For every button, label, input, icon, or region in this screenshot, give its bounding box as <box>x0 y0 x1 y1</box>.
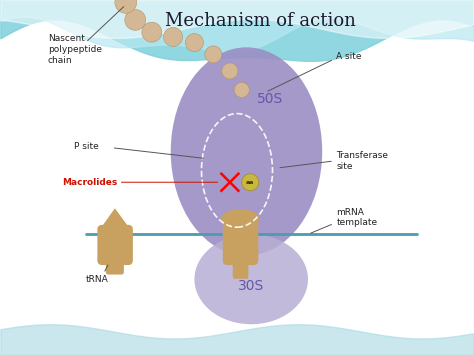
Polygon shape <box>100 208 130 230</box>
Circle shape <box>142 22 162 42</box>
Text: aa: aa <box>246 180 255 185</box>
Ellipse shape <box>171 47 322 256</box>
Text: tRNA: tRNA <box>86 275 109 284</box>
Circle shape <box>185 34 203 51</box>
Ellipse shape <box>221 209 259 228</box>
FancyBboxPatch shape <box>223 215 258 265</box>
Circle shape <box>234 82 249 98</box>
Text: Mechanism of action: Mechanism of action <box>165 12 356 30</box>
Text: mRNA
template: mRNA template <box>337 208 377 228</box>
Circle shape <box>115 0 137 13</box>
Text: Nascent
polypeptide
chain: Nascent polypeptide chain <box>48 34 101 65</box>
Circle shape <box>125 10 146 30</box>
Circle shape <box>205 46 222 63</box>
Circle shape <box>164 27 182 47</box>
FancyBboxPatch shape <box>97 225 133 265</box>
Text: 50S: 50S <box>257 92 283 106</box>
Text: P site: P site <box>73 142 99 151</box>
Circle shape <box>242 174 259 191</box>
FancyBboxPatch shape <box>233 257 248 279</box>
FancyBboxPatch shape <box>106 257 124 274</box>
Text: 30S: 30S <box>238 279 264 293</box>
Ellipse shape <box>194 234 308 324</box>
Circle shape <box>222 63 238 79</box>
Text: Transferase
site: Transferase site <box>337 151 388 171</box>
Text: A site: A site <box>337 52 362 61</box>
Text: Macrolides: Macrolides <box>62 178 117 187</box>
